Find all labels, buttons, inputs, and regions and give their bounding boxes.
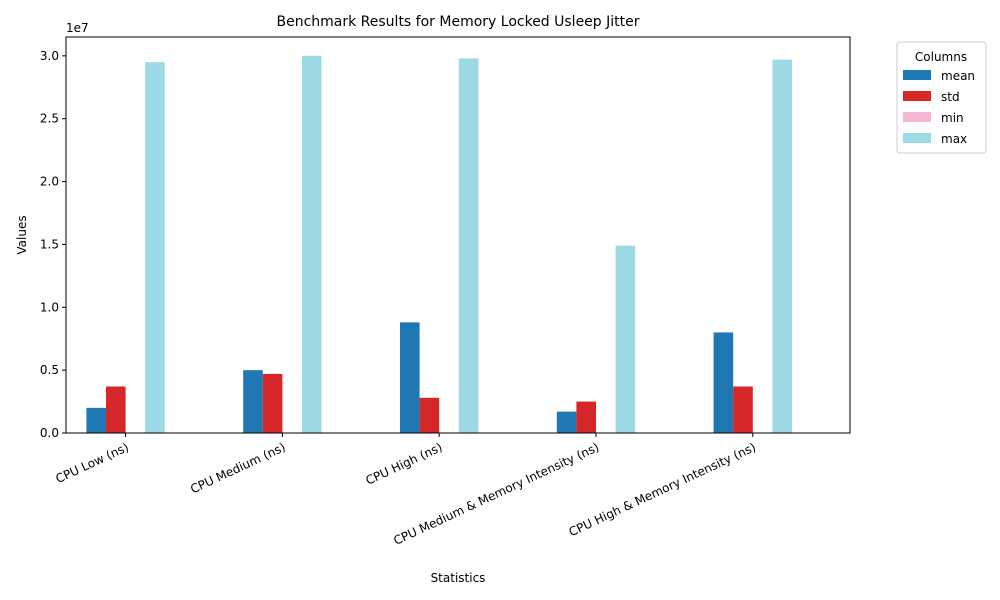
bar-mean [400, 322, 420, 433]
legend-swatch-std [903, 91, 931, 101]
bar-max [772, 59, 792, 433]
legend-swatch-max [903, 133, 931, 143]
y-tick-label: 2.5 [40, 112, 59, 126]
bar-max [458, 58, 479, 433]
y-axis: 0.0 0.5 1.0 1.5 2.0 2.5 3.0 [40, 49, 66, 440]
legend: Columns mean std min max [896, 41, 987, 154]
bar-max [302, 55, 322, 433]
bar-std [419, 397, 440, 433]
y-tick-label: 3.0 [40, 49, 59, 63]
bar-std [262, 373, 283, 433]
x-axis-label: Statistics [431, 571, 486, 585]
bar-std [576, 401, 596, 433]
bar-max [615, 245, 636, 433]
bar-mean [86, 407, 106, 433]
chart-title: Benchmark Results for Memory Locked Usle… [276, 14, 639, 30]
legend-title: Columns [915, 50, 967, 64]
y-tick-label: 1.5 [40, 237, 59, 251]
x-tick-label: CPU Medium (ns) [188, 440, 287, 496]
bar-std [106, 386, 126, 433]
bar-mean [556, 411, 577, 433]
bar-max [145, 62, 165, 434]
x-tick-label: CPU High (ns) [363, 440, 444, 488]
legend-label-max: max [941, 132, 967, 146]
bar-std [733, 386, 753, 433]
x-axis: CPU Low (ns) CPU Medium (ns) CPU High (ns)… [53, 433, 758, 548]
legend-label-min: min [941, 111, 964, 125]
y-offset-label: 1e7 [66, 21, 89, 35]
y-tick-label: 2.0 [40, 175, 59, 189]
plot-area [86, 55, 792, 434]
legend-swatch-min [903, 112, 931, 122]
plot-frame [65, 36, 851, 434]
y-tick-label: 1.0 [40, 300, 59, 314]
x-tick-label: CPU Low (ns) [53, 440, 130, 486]
legend-box [896, 41, 987, 154]
legend-swatch-mean [903, 70, 931, 80]
bar-mean [713, 332, 734, 433]
y-axis-label: Values [15, 215, 29, 254]
legend-label-std: std [941, 90, 960, 104]
legend-label-mean: mean [941, 69, 975, 83]
bar-mean [243, 370, 263, 433]
y-tick-label: 0.5 [40, 363, 59, 377]
y-tick-label: 0.0 [40, 426, 59, 440]
